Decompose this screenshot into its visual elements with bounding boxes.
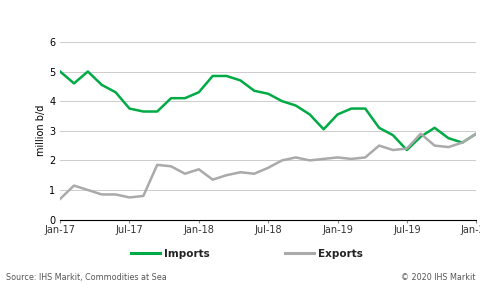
- Text: Source: IHS Markit, Commodities at Sea: Source: IHS Markit, Commodities at Sea: [6, 273, 166, 281]
- Text: © 2020 IHS Markit: © 2020 IHS Markit: [400, 273, 474, 281]
- Text: Jul-18: Jul-18: [254, 225, 281, 235]
- Text: Exports: Exports: [317, 249, 362, 259]
- Text: Seaborne Trade Flows of Crude Oil from/ to the US: Seaborne Trade Flows of Crude Oil from/ …: [7, 12, 341, 25]
- Text: Jul-19: Jul-19: [392, 225, 420, 235]
- Text: Jan-20: Jan-20: [460, 225, 480, 235]
- Text: Jul-17: Jul-17: [115, 225, 143, 235]
- Text: Jan-17: Jan-17: [45, 225, 75, 235]
- Y-axis label: million b/d: million b/d: [36, 105, 46, 156]
- Text: Jan-18: Jan-18: [183, 225, 214, 235]
- Text: Jan-19: Jan-19: [322, 225, 352, 235]
- Text: Imports: Imports: [164, 249, 209, 259]
